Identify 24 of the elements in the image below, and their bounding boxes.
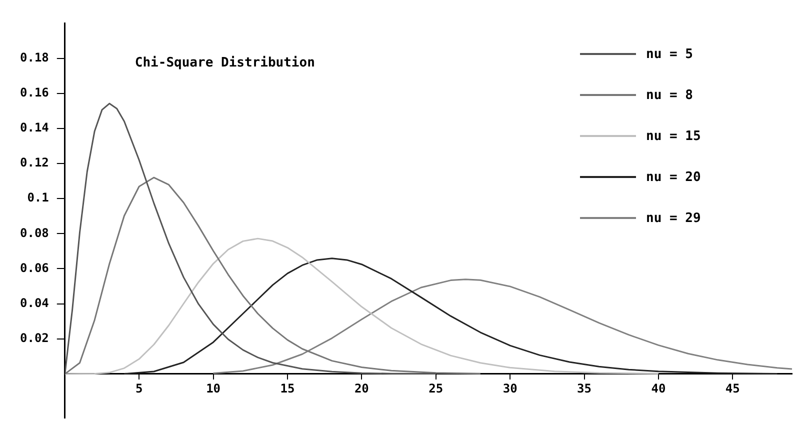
x-tick-label: 30 (502, 381, 518, 396)
x-tick-label: 5 (135, 381, 143, 396)
x-tick-label: 20 (354, 381, 369, 396)
legend-label: nu = 8 (646, 88, 694, 102)
y-tick-label: 0.16 (20, 85, 49, 100)
x-tick-label: 25 (428, 381, 444, 396)
y-tick-label: 0.18 (20, 50, 49, 64)
x-tick-label: 15 (280, 381, 295, 396)
y-tick-label: 0.14 (20, 120, 49, 135)
y-tick-label: 0.06 (20, 260, 49, 275)
y-tick-label: 0.08 (20, 226, 49, 240)
legend-label: nu = 5 (646, 46, 694, 62)
x-tick-label: 10 (206, 381, 221, 396)
y-tick-label: 0.04 (20, 296, 49, 310)
x-tick-label: 40 (651, 381, 666, 396)
legend-label: nu = 15 (646, 128, 702, 144)
x-tick-label: 35 (577, 381, 592, 396)
text: Chi-Square Distribution (134, 56, 315, 71)
legend-label: nu = 20 (646, 170, 702, 184)
y-tick-label: 0.02 (20, 331, 49, 346)
y-tick-label: 0.1 (27, 190, 49, 205)
legend-label: nu = 29 (646, 210, 702, 226)
x-tick-label: 45 (725, 381, 740, 396)
y-tick-label: 0.12 (20, 156, 49, 170)
